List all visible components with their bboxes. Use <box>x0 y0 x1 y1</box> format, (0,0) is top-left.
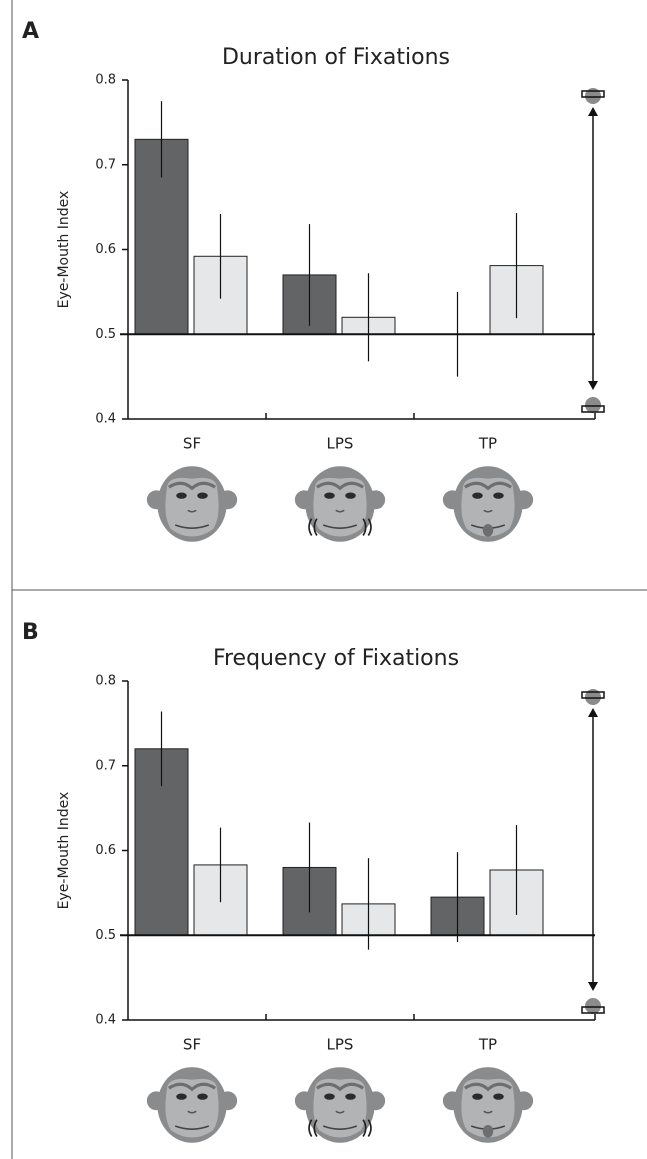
y-tick-label: 0.7 <box>95 157 116 172</box>
eye <box>324 1093 335 1099</box>
monkey-face <box>147 466 237 542</box>
y-tick-label: 0.4 <box>95 1013 116 1028</box>
monkey-face <box>295 1067 385 1143</box>
tongue <box>483 1125 494 1138</box>
mini-face <box>585 397 601 413</box>
tongue <box>483 524 494 537</box>
panel: B Frequency of Fixations Eye-Mouth Index 0.… <box>22 620 604 1143</box>
y-tick-label: 0.8 <box>95 73 116 88</box>
monkey-face <box>443 1067 533 1143</box>
y-axis-label: Eye-Mouth Index <box>56 191 72 309</box>
chart-title: Frequency of Fixations <box>213 646 459 671</box>
x-tick-label: TP <box>478 435 497 453</box>
y-tick-label: 0.8 <box>95 674 116 689</box>
panel-label: A <box>22 19 39 44</box>
monkey-face <box>443 466 533 542</box>
monkey-face <box>295 466 385 542</box>
eye <box>197 1093 208 1099</box>
x-tick-label: SF <box>183 1036 201 1054</box>
eye <box>493 492 504 498</box>
y-axis-label: Eye-Mouth Index <box>56 792 72 910</box>
eye <box>197 492 208 498</box>
arrow-head <box>588 381 598 390</box>
arrow-head <box>588 982 598 991</box>
eye <box>324 492 335 498</box>
x-tick-label: TP <box>478 1036 497 1054</box>
x-tick-label: SF <box>183 435 201 453</box>
eye <box>176 1093 187 1099</box>
monkey-face <box>147 1067 237 1143</box>
arrow-head <box>588 708 598 717</box>
y-tick-label: 0.6 <box>95 843 116 858</box>
x-tick-label: LPS <box>327 435 354 453</box>
y-tick-label: 0.5 <box>95 928 116 943</box>
mini-face <box>585 998 601 1014</box>
y-tick-label: 0.7 <box>95 758 116 773</box>
y-tick-label: 0.4 <box>95 412 116 427</box>
arrow-head <box>588 107 598 116</box>
y-tick-label: 0.6 <box>95 242 116 257</box>
y-tick-label: 0.5 <box>95 327 116 342</box>
eye <box>345 492 356 498</box>
panel: A Duration of Fixations Eye-Mouth Index 0.4… <box>22 19 604 542</box>
eye <box>345 1093 356 1099</box>
x-tick-label: LPS <box>327 1036 354 1054</box>
panel-label: B <box>22 620 39 645</box>
eye <box>472 1093 483 1099</box>
figure: A Duration of Fixations Eye-Mouth Index 0.4… <box>0 0 647 1159</box>
eye <box>472 492 483 498</box>
eye <box>176 492 187 498</box>
eye <box>493 1093 504 1099</box>
chart-title: Duration of Fixations <box>222 45 450 70</box>
